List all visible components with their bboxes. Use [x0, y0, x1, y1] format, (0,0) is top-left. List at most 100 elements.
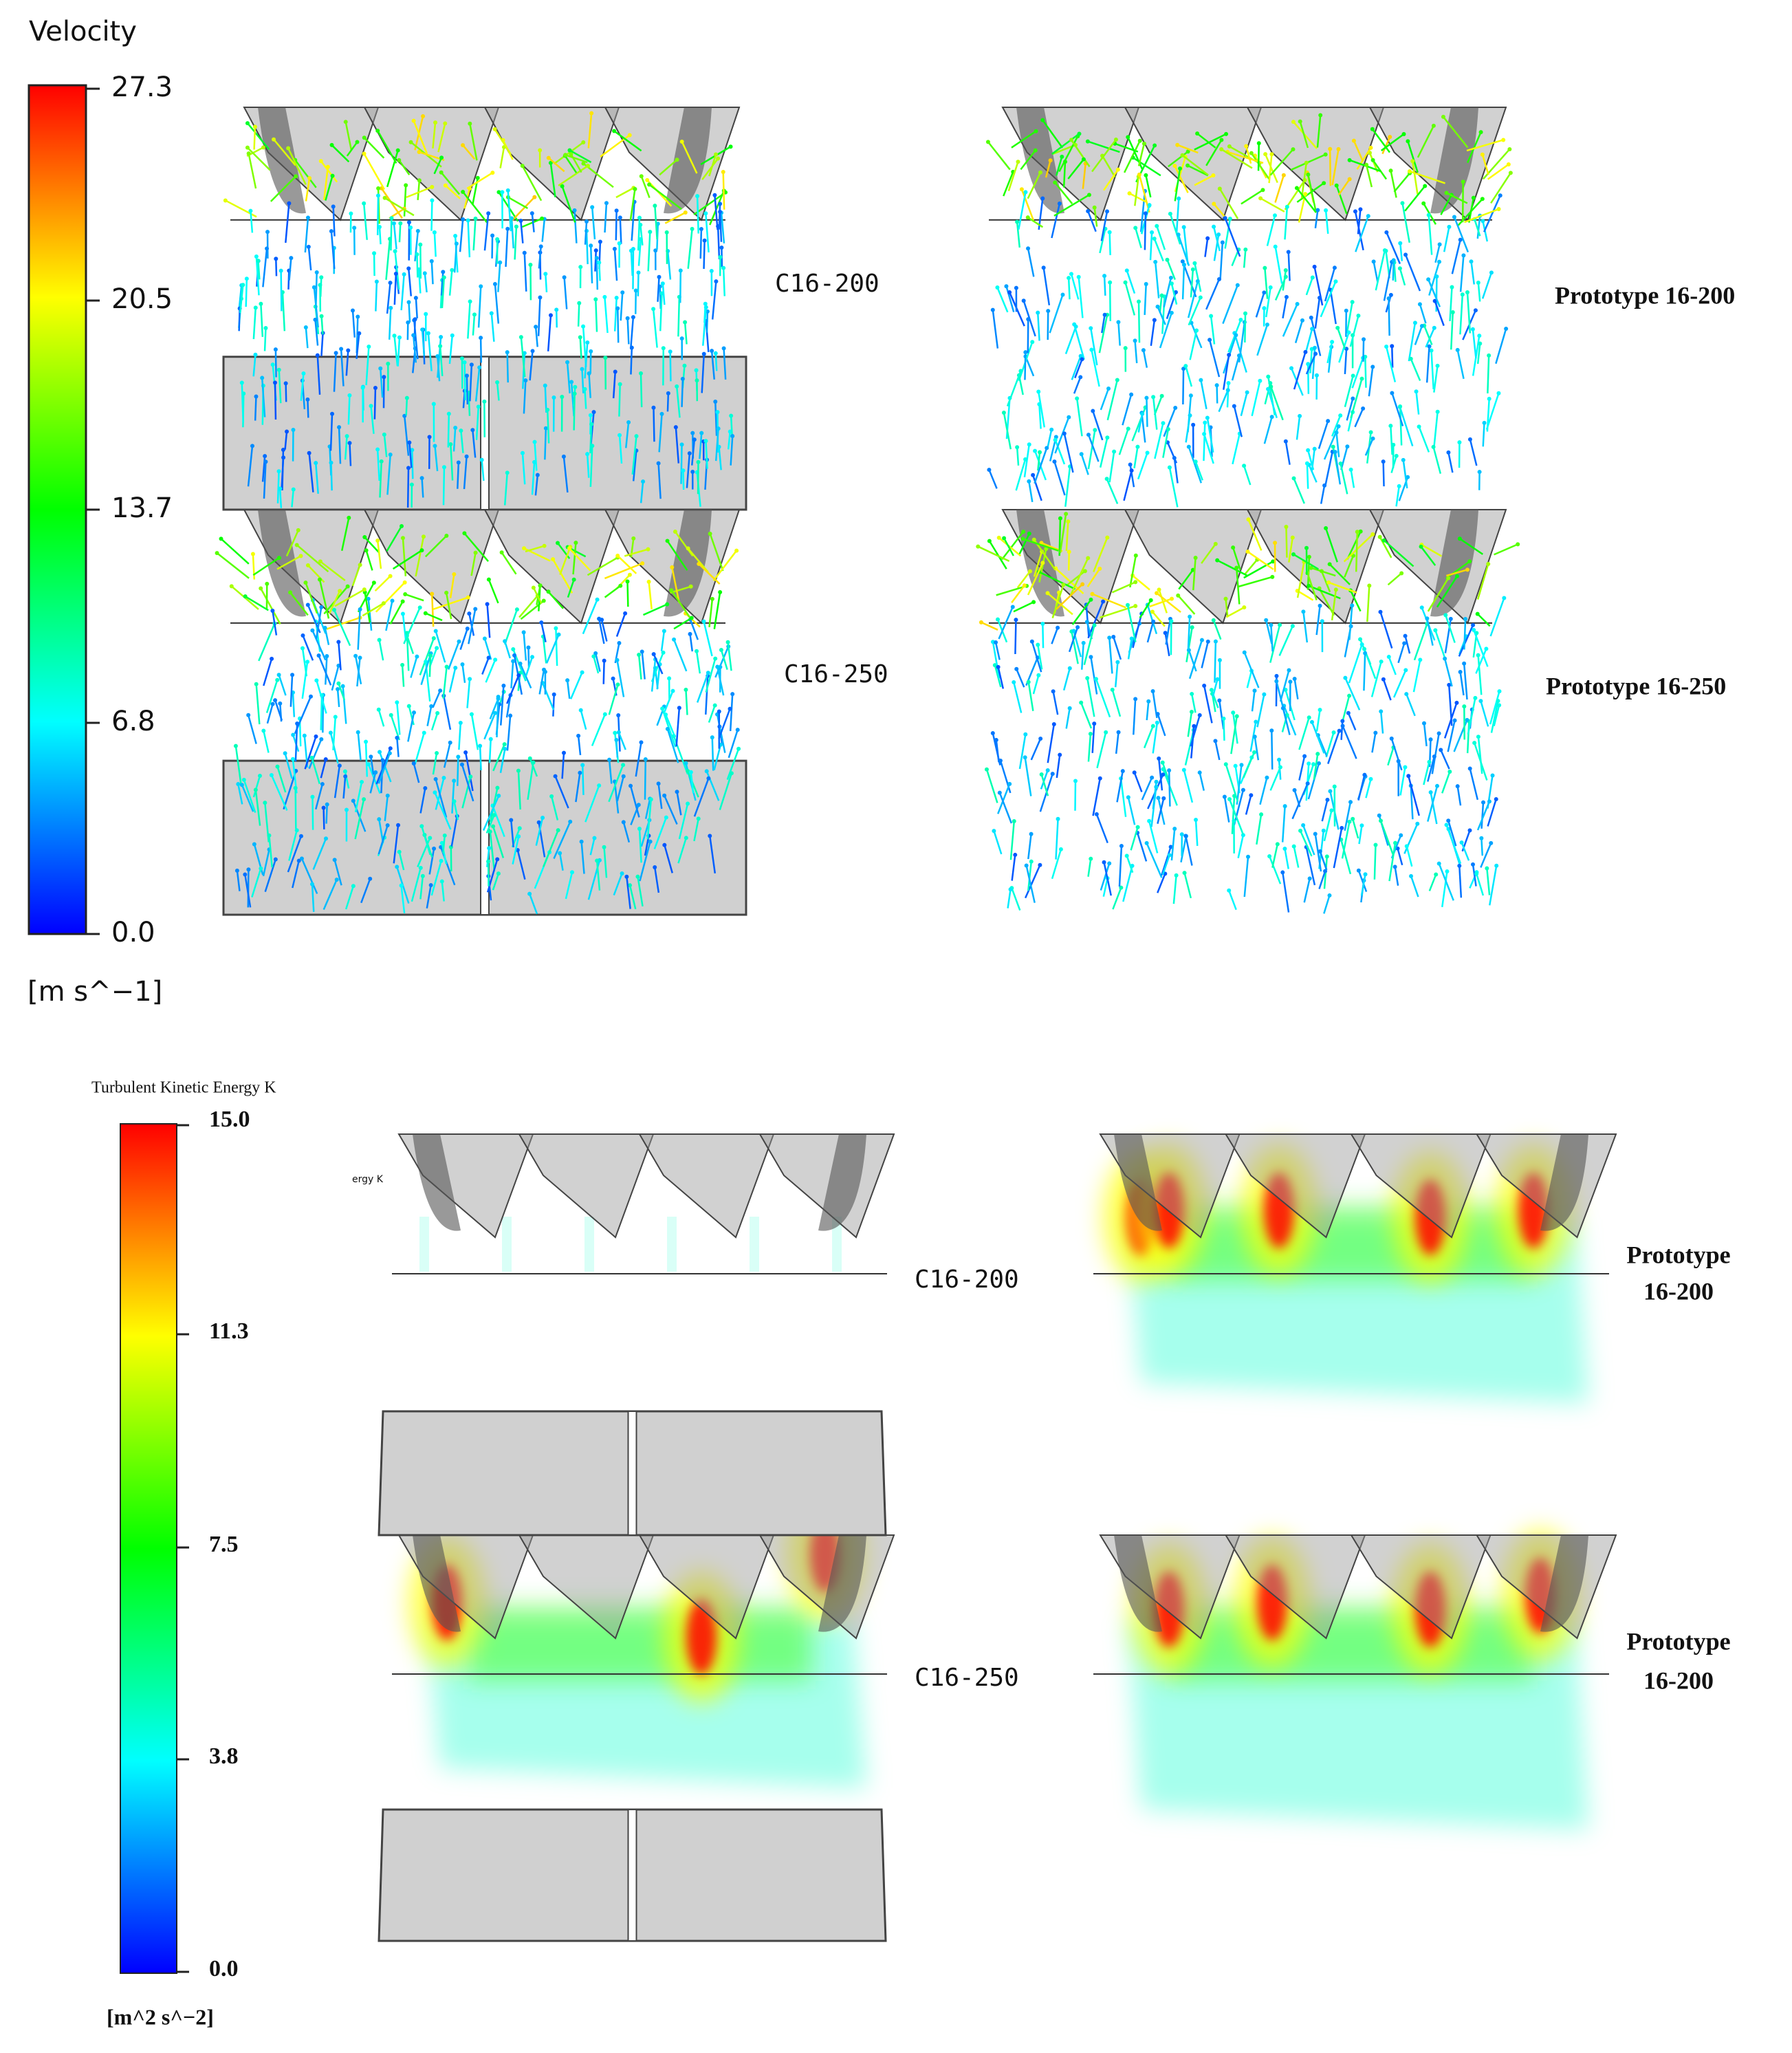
vector-head: [586, 164, 591, 169]
velocity-vector: [278, 369, 282, 404]
vector-head: [290, 673, 295, 677]
vector-head: [356, 314, 360, 319]
vector-head: [1060, 154, 1064, 159]
velocity-vector: [616, 660, 625, 697]
vector-head: [261, 728, 266, 733]
vector-head: [239, 783, 244, 787]
velocity-vector: [1066, 570, 1086, 587]
vector-head: [569, 152, 573, 157]
vector-head: [1421, 201, 1426, 206]
velocity-vector: [1180, 836, 1188, 862]
vector-head: [444, 534, 449, 539]
velocity-vector: [1410, 358, 1421, 381]
vector-head: [1290, 624, 1295, 629]
vector-head: [551, 557, 556, 562]
velocity-vector: [276, 471, 280, 503]
blade: [1124, 509, 1263, 624]
velocity-vector: [1296, 415, 1301, 440]
velocity-vector: [1480, 700, 1489, 727]
velocity-vector: [273, 138, 296, 166]
vector-head: [1368, 430, 1373, 435]
velocity-vector: [581, 765, 584, 795]
velocity-vector: [1055, 818, 1059, 860]
velocity-vector: [384, 795, 389, 821]
velocity-vector: [994, 642, 1001, 660]
velocity-vector: [1393, 173, 1411, 193]
vector-head: [1007, 290, 1012, 295]
vector-head: [343, 120, 348, 124]
tick-label: 0.0: [209, 1956, 239, 1981]
vector-head: [468, 677, 472, 682]
velocity-vector: [460, 430, 464, 453]
velocity-vector: [1349, 315, 1359, 347]
vector-head: [1494, 863, 1499, 868]
vector-head: [1426, 277, 1431, 282]
velocity-vector: [448, 335, 454, 365]
velocity-vector: [1282, 303, 1298, 337]
tke-hotspot: [686, 1599, 717, 1675]
velocity-vector: [589, 446, 593, 487]
velocity-vector: [403, 185, 407, 217]
vector-head: [1399, 833, 1403, 838]
velocity-vector: [996, 287, 1009, 313]
velocity-vector: [664, 714, 676, 737]
velocity-vector: [1177, 234, 1190, 266]
velocity-vector: [411, 867, 422, 902]
vector-head: [1124, 854, 1129, 858]
vector-head: [990, 307, 995, 312]
velocity-vector: [580, 710, 587, 730]
vector-head: [379, 459, 384, 464]
vector-head: [1144, 395, 1149, 400]
velocity-vector: [545, 634, 560, 664]
velocity-vector: [1018, 192, 1027, 230]
vector-head: [1373, 843, 1378, 847]
velocity-vector: [401, 664, 405, 687]
velocity-vector: [469, 365, 473, 402]
vector-head: [709, 269, 714, 274]
vector-head: [1386, 655, 1391, 660]
vector-head: [580, 763, 585, 768]
vector-head: [1172, 164, 1177, 169]
vector-head: [334, 877, 339, 882]
vector-head: [1116, 730, 1121, 735]
velocity-vector: [285, 383, 287, 402]
vector-head: [503, 639, 507, 644]
vector-head: [1457, 863, 1462, 868]
velocity-vector: [685, 689, 688, 715]
vector-head: [355, 140, 360, 144]
vector-head: [706, 776, 711, 781]
velocity-vector: [693, 778, 710, 817]
vector-head: [1090, 591, 1095, 596]
vector-head: [253, 352, 258, 357]
velocity-vector: [1034, 448, 1048, 484]
vector-head: [1418, 658, 1423, 662]
vector-head: [1379, 709, 1384, 714]
velocity-vector: [561, 186, 576, 223]
vector-head: [397, 157, 402, 162]
vector-head: [215, 551, 219, 556]
vector-head: [517, 826, 522, 831]
velocity-vector: [301, 858, 318, 894]
vector-head: [1428, 790, 1433, 795]
velocity-vector: [1213, 234, 1220, 261]
vector-head: [1303, 349, 1308, 354]
velocity-vector: [1127, 797, 1136, 825]
vector-head: [443, 183, 448, 188]
velocity-vector: [1007, 161, 1019, 192]
vector-head: [1282, 846, 1287, 851]
vector-head: [299, 856, 304, 861]
vector-head: [458, 720, 463, 725]
vector-head: [486, 859, 491, 864]
velocity-vector: [1053, 194, 1090, 217]
velocity-vector: [1308, 464, 1318, 483]
vector-head: [620, 871, 624, 876]
vector-head: [529, 655, 534, 660]
vector-head: [1465, 717, 1469, 722]
velocity-vector: [1129, 464, 1135, 488]
vector-head: [612, 246, 617, 251]
velocity-vector: [618, 384, 621, 417]
vector-head: [646, 579, 651, 584]
vector-head: [1343, 675, 1348, 680]
velocity-vector: [629, 316, 635, 349]
vector-head: [508, 713, 513, 718]
